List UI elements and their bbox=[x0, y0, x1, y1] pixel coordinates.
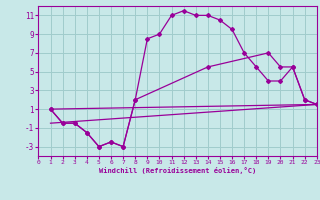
X-axis label: Windchill (Refroidissement éolien,°C): Windchill (Refroidissement éolien,°C) bbox=[99, 167, 256, 174]
